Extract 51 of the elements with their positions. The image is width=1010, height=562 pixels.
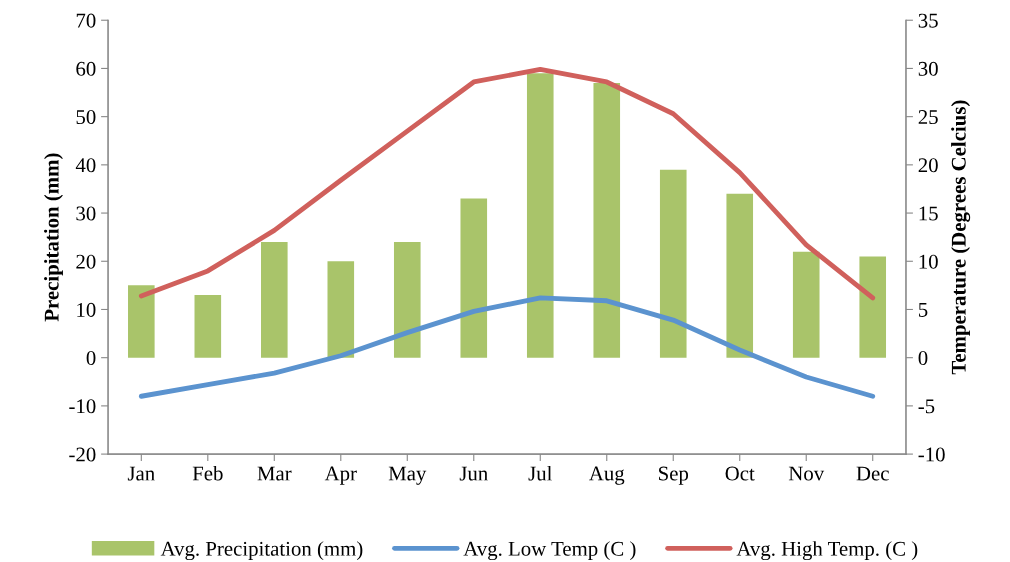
bar [460, 198, 488, 358]
y2-tick-label: 20 [918, 158, 938, 173]
y-tick-label: 30 [76, 206, 96, 221]
y2-axis-title: Temperature (Degrees Celcius) [951, 100, 971, 375]
line-series [138, 66, 876, 301]
legend-label: Avg. Precipitation (mm) [160, 541, 363, 561]
bar [393, 241, 421, 358]
y2-tick-label: 35 [918, 13, 938, 28]
x-tick-label: Sep [659, 466, 689, 485]
x-tick-label: Jul [528, 465, 552, 481]
y2-tick-label: 0 [918, 351, 928, 366]
x-tick-label: Dec [856, 466, 889, 481]
bar [859, 256, 887, 358]
y2-tick-label: 10 [919, 254, 938, 269]
y-tick-label: -20 [69, 447, 96, 462]
y-axis-title: Precipitation (mm) [44, 153, 63, 322]
x-tick-label: Jun [459, 466, 488, 481]
bar [593, 82, 621, 358]
y-tick-label: 70 [76, 13, 96, 28]
y-tick-label: -10 [69, 399, 96, 414]
y2-tick-label: 5 [918, 303, 928, 317]
y-tick-label: 50 [76, 110, 96, 125]
x-tick-label: Oct [725, 466, 755, 481]
x-tick-label: Feb [192, 465, 223, 481]
y-tick-label: 20 [76, 254, 96, 269]
y2-tick-label: 15 [919, 206, 938, 221]
bar [526, 73, 554, 358]
bar [726, 193, 754, 358]
line-series [138, 295, 876, 399]
x-tick-label: Apr [324, 466, 357, 485]
y-tick-label: 60 [76, 61, 96, 76]
x-tick-label: Nov [788, 466, 825, 481]
y2-tick-label: -10 [918, 447, 945, 462]
legend-label: Avg. High Temp. (C ) [736, 541, 918, 561]
y2-tick-label: -5 [918, 399, 935, 414]
bar [261, 241, 288, 358]
x-tick-label: Jan [127, 466, 155, 481]
y2-tick-label: 30 [918, 61, 938, 76]
y-tick-label: 0 [86, 351, 96, 366]
bar [659, 169, 687, 358]
x-tick-label: Aug [589, 466, 625, 485]
x-tick-label: May [388, 466, 427, 485]
bar [327, 261, 355, 358]
y-tick-label: 10 [77, 302, 96, 317]
x-tick-label: Mar [257, 466, 292, 481]
bar [792, 251, 820, 358]
bar [194, 295, 222, 358]
legend-label: Avg. Low Temp (C ) [463, 541, 636, 561]
y2-tick-label: 25 [918, 110, 938, 125]
bar [128, 285, 155, 358]
y-tick-label: 40 [75, 158, 96, 173]
